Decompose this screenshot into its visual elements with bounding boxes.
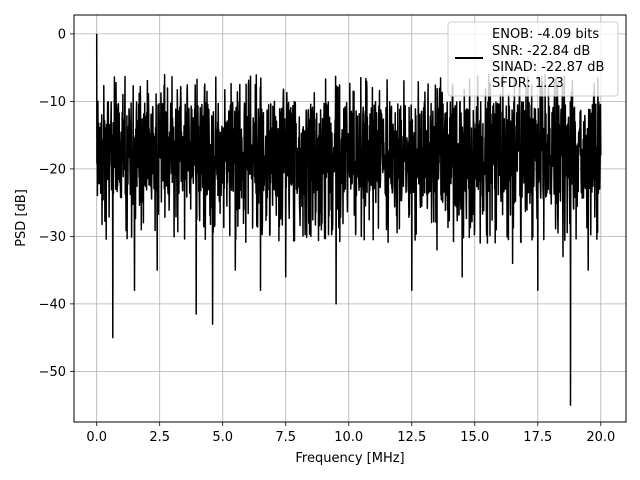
x-tick-label: 7.5	[275, 430, 296, 445]
legend-snr: SNR: -22.84 dB	[492, 44, 590, 59]
x-tick-label: 20.0	[586, 430, 615, 445]
x-tick-label: 15.0	[460, 430, 489, 445]
y-tick-label: −40	[39, 297, 66, 312]
y-axis-label: PSD [dB]	[14, 189, 29, 247]
legend-enob: ENOB: -4.09 bits	[492, 27, 599, 42]
y-tick-label: −20	[39, 162, 66, 177]
y-tick-label: −50	[39, 365, 66, 380]
legend-sfdr: SFDR: 1.23	[492, 76, 564, 91]
legend-sinad: SINAD: -22.87 dB	[492, 60, 604, 75]
data-layer	[95, 33, 602, 406]
x-tick-label: 2.5	[149, 430, 170, 445]
tick-layer: 0.0 2.5 5.0 7.5 10.0 12.5 15.0 17.5 20.0 0 −10 −20 −…	[39, 27, 616, 445]
y-tick-label: −30	[39, 230, 66, 245]
x-tick-label: 12.5	[397, 430, 426, 445]
x-tick-label: 0.0	[86, 430, 107, 445]
x-tick-label: 10.0	[334, 430, 363, 445]
y-tick-label: −10	[39, 95, 66, 110]
y-tick-label: 0	[58, 27, 66, 42]
plot-frame	[73, 14, 627, 423]
legend-box	[447, 21, 619, 97]
x-axis-label: Frequency [MHz]	[295, 451, 404, 466]
x-tick-label: 5.0	[212, 430, 233, 445]
psd-series-line	[95, 33, 602, 406]
legend: ENOB: -4.09 bits SNR: -22.84 dB SINAD: -…	[447, 21, 619, 97]
x-tick-label: 17.5	[523, 430, 552, 445]
